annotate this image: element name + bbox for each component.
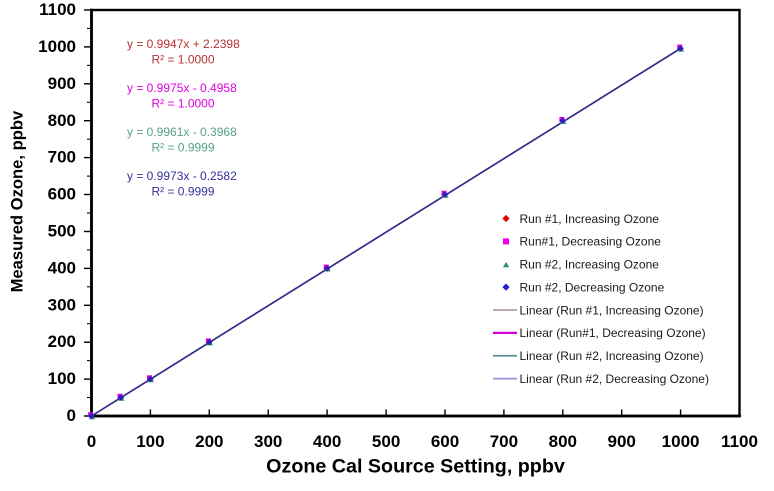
svg-text:1100: 1100: [721, 432, 758, 451]
svg-text:200: 200: [195, 432, 223, 451]
svg-text:200: 200: [48, 332, 76, 351]
svg-text:Run #2, Decreasing Ozone: Run #2, Decreasing Ozone: [520, 280, 665, 294]
svg-text:900: 900: [608, 432, 636, 451]
svg-text:y = 0.9975x - 0.4958: y = 0.9975x - 0.4958: [127, 81, 237, 95]
svg-text:100: 100: [136, 432, 164, 451]
svg-text:y = 0.9947x + 2.2398: y = 0.9947x + 2.2398: [127, 37, 240, 51]
svg-text:Linear (Run #1, Increasing Ozo: Linear (Run #1, Increasing Ozone): [520, 303, 704, 317]
svg-text:Run#1, Decreasing Ozone: Run#1, Decreasing Ozone: [520, 235, 662, 249]
svg-text:R² = 1.0000: R² = 1.0000: [151, 97, 214, 111]
svg-text:R² = 0.9999: R² = 0.9999: [151, 185, 214, 199]
svg-text:800: 800: [549, 432, 577, 451]
svg-text:Linear (Run#1, Decreasing Ozon: Linear (Run#1, Decreasing Ozone): [520, 326, 706, 340]
svg-text:900: 900: [48, 74, 76, 93]
svg-text:800: 800: [48, 111, 76, 130]
svg-text:300: 300: [48, 295, 76, 314]
svg-text:Linear (Run #2, Increasing Ozo: Linear (Run #2, Increasing Ozone): [520, 349, 704, 363]
svg-text:1100: 1100: [39, 0, 76, 19]
svg-text:0: 0: [67, 406, 76, 425]
svg-text:0: 0: [87, 432, 96, 451]
svg-text:Run #2, Increasing Ozone: Run #2, Increasing Ozone: [520, 258, 660, 272]
svg-text:y = 0.9973x - 0.2582: y = 0.9973x - 0.2582: [127, 169, 237, 183]
svg-text:y = 0.9961x - 0.3968: y = 0.9961x - 0.3968: [127, 125, 237, 139]
svg-text:400: 400: [48, 258, 76, 277]
svg-text:R² = 1.0000: R² = 1.0000: [151, 53, 214, 67]
svg-text:400: 400: [313, 432, 341, 451]
svg-text:Ozone Cal Source Setting, ppbv: Ozone Cal Source Setting, ppbv: [266, 456, 565, 478]
svg-text:1000: 1000: [662, 432, 700, 451]
svg-text:Linear (Run #2, Decreasing Ozo: Linear (Run #2, Decreasing Ozone): [520, 372, 709, 386]
svg-text:700: 700: [490, 432, 518, 451]
svg-text:500: 500: [372, 432, 400, 451]
svg-text:100: 100: [48, 369, 76, 388]
svg-text:600: 600: [431, 432, 459, 451]
svg-text:500: 500: [48, 222, 76, 241]
svg-text:Measured Ozone, ppbv: Measured Ozone, ppbv: [8, 110, 27, 292]
svg-text:600: 600: [48, 185, 76, 204]
svg-text:R² = 0.9999: R² = 0.9999: [151, 141, 214, 155]
svg-text:1000: 1000: [38, 37, 76, 56]
svg-text:700: 700: [48, 148, 76, 167]
svg-text:Run #1, Increasing Ozone: Run #1, Increasing Ozone: [520, 212, 660, 226]
svg-text:300: 300: [254, 432, 282, 451]
